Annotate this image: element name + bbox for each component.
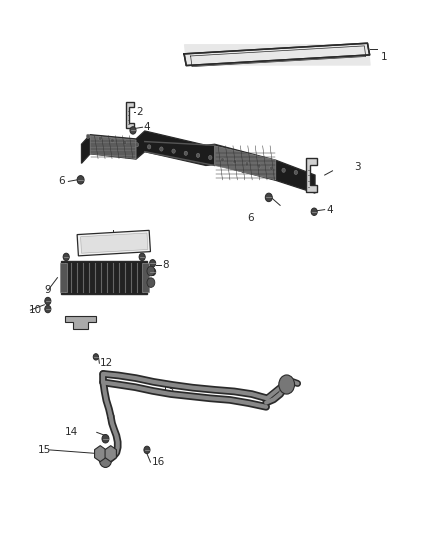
Text: 7: 7 [100, 236, 107, 246]
Circle shape [294, 170, 297, 174]
Circle shape [45, 297, 51, 305]
Polygon shape [81, 131, 315, 193]
Text: 16: 16 [151, 457, 165, 467]
Circle shape [144, 446, 150, 454]
Circle shape [130, 127, 136, 134]
Circle shape [245, 162, 249, 166]
Polygon shape [81, 233, 148, 253]
Text: 10: 10 [29, 305, 42, 315]
Circle shape [147, 266, 155, 276]
Polygon shape [105, 446, 117, 462]
Circle shape [208, 156, 212, 160]
Circle shape [196, 154, 200, 158]
Polygon shape [90, 136, 136, 159]
Polygon shape [77, 230, 150, 256]
Text: 15: 15 [38, 445, 51, 455]
Polygon shape [95, 446, 106, 462]
Circle shape [311, 208, 317, 215]
Circle shape [279, 375, 294, 394]
Circle shape [99, 453, 112, 467]
Circle shape [148, 145, 151, 149]
Circle shape [93, 354, 99, 360]
Circle shape [111, 139, 114, 143]
Text: 4: 4 [144, 122, 151, 132]
Circle shape [265, 193, 272, 201]
Circle shape [123, 141, 127, 145]
Text: 13: 13 [161, 385, 175, 395]
Text: 12: 12 [100, 358, 113, 368]
Text: 11: 11 [76, 321, 89, 331]
Text: 8: 8 [162, 261, 169, 270]
Polygon shape [306, 158, 317, 192]
Circle shape [150, 260, 155, 267]
Circle shape [86, 134, 90, 139]
Polygon shape [65, 317, 96, 329]
Text: 6: 6 [59, 176, 65, 187]
Circle shape [221, 158, 224, 162]
Polygon shape [215, 146, 276, 180]
Text: 1: 1 [381, 52, 387, 61]
Polygon shape [127, 102, 134, 128]
Circle shape [150, 268, 155, 276]
Bar [60, 263, 67, 292]
Text: 6: 6 [247, 213, 254, 223]
Circle shape [99, 136, 102, 141]
Text: 9: 9 [44, 286, 51, 295]
Circle shape [102, 434, 109, 443]
Circle shape [172, 149, 175, 154]
Circle shape [45, 305, 51, 313]
Bar [61, 261, 148, 294]
Circle shape [258, 164, 261, 168]
Text: 2: 2 [136, 107, 143, 117]
Bar [142, 263, 149, 292]
Text: 14: 14 [65, 427, 78, 438]
Circle shape [135, 143, 139, 147]
Text: 5: 5 [240, 165, 247, 175]
Circle shape [139, 253, 145, 261]
Text: 3: 3 [354, 161, 361, 172]
Text: 4: 4 [326, 205, 332, 215]
Circle shape [159, 147, 163, 151]
Circle shape [77, 175, 84, 184]
Circle shape [282, 168, 286, 172]
Circle shape [147, 278, 155, 287]
Circle shape [184, 151, 187, 156]
Circle shape [233, 160, 237, 164]
Circle shape [63, 253, 69, 261]
Circle shape [270, 166, 273, 170]
